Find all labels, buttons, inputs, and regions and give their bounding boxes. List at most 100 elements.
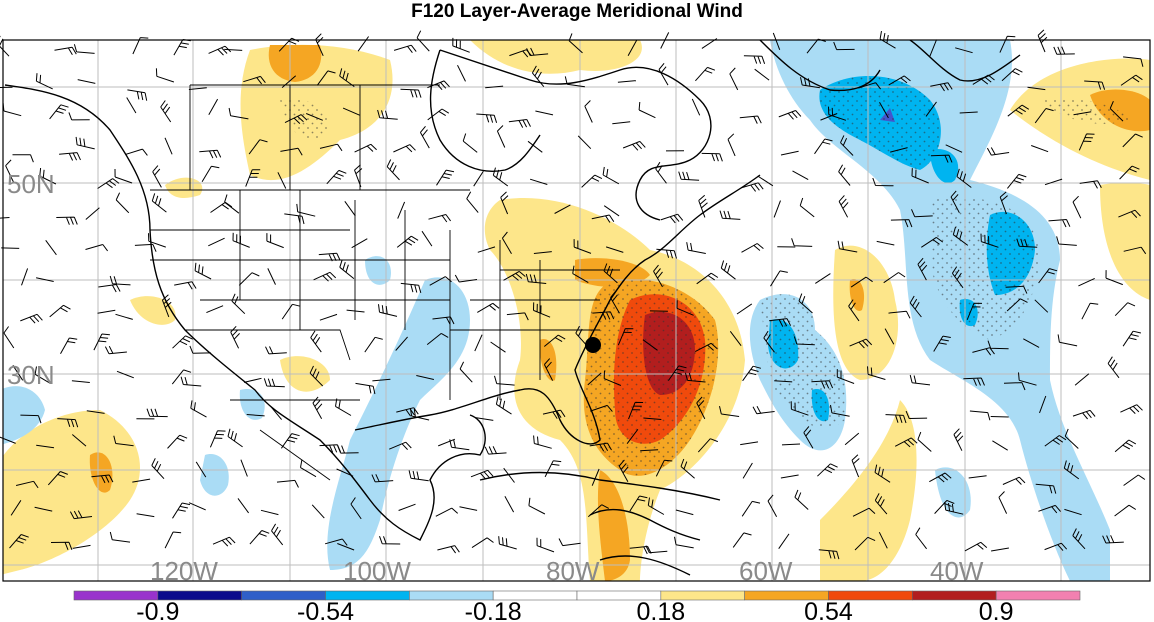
wind-barb — [208, 98, 219, 116]
wind-barb — [1122, 133, 1143, 148]
wind-barb — [581, 174, 603, 188]
wind-barb — [436, 169, 455, 186]
wind-barb — [470, 469, 494, 480]
wind-barb — [698, 194, 708, 218]
colorbar-label: 0.54 — [804, 598, 853, 622]
wind-barb — [1053, 46, 1075, 55]
wind-barb — [73, 44, 95, 54]
wind-barb — [136, 513, 155, 518]
wind-barb — [230, 325, 240, 349]
wind-barb — [1035, 483, 1057, 494]
wind-barb — [1119, 165, 1140, 180]
wind-barb — [605, 246, 624, 253]
wind-barb — [47, 471, 68, 486]
wind-barb — [267, 268, 276, 285]
wind-barb — [969, 410, 991, 421]
lon-label-40w: 40W — [930, 556, 984, 586]
wind-barb — [729, 67, 739, 91]
wind-barb — [1123, 246, 1147, 255]
wind-barb — [21, 268, 29, 286]
wind-barb — [174, 281, 197, 290]
wind-barb — [504, 496, 515, 513]
wind-barb — [930, 82, 953, 92]
wind-barb — [905, 410, 928, 419]
wind-barb — [929, 39, 938, 57]
wind-barb — [1064, 428, 1079, 449]
wind-barb — [852, 507, 876, 517]
wind-barb — [344, 201, 356, 217]
wind-barb — [355, 382, 376, 395]
wind-barb — [148, 233, 166, 248]
wind-barb — [125, 148, 148, 156]
wind-barb — [1039, 395, 1047, 414]
wind-barb — [876, 240, 895, 246]
wind-barb — [874, 493, 888, 515]
wind-barb — [642, 339, 658, 351]
wind-barb — [572, 265, 589, 284]
wind-barb — [115, 192, 130, 214]
wind-barb — [915, 527, 927, 550]
wind-barb — [339, 68, 355, 88]
wind-barb — [313, 271, 337, 282]
wind-barb — [206, 305, 224, 314]
wind-barb — [955, 47, 973, 54]
wind-barb — [280, 433, 300, 449]
wind-barb — [372, 378, 391, 382]
wind-barb — [354, 143, 377, 153]
wind-barb — [848, 299, 860, 322]
colorbar — [73, 590, 1081, 601]
wind-barb — [72, 544, 91, 549]
colorbar-label: -0.18 — [465, 598, 522, 622]
wind-barb — [803, 426, 814, 449]
wind-barb — [814, 138, 833, 155]
wind-barb — [75, 136, 95, 150]
wind-barb — [85, 244, 108, 252]
wind-barb — [739, 115, 762, 124]
wind-barb — [741, 500, 761, 517]
wind-barb — [5, 159, 14, 183]
wind-barb — [427, 80, 450, 91]
wind-barb — [964, 541, 988, 552]
colorbar-label: 0.18 — [636, 598, 685, 622]
wind-barb — [500, 191, 509, 215]
wind-barb — [1078, 277, 1095, 287]
wind-barb — [1120, 74, 1143, 86]
wind-barb — [409, 408, 430, 421]
wind-barb — [628, 401, 644, 420]
wind-barb — [155, 68, 175, 83]
wind-barb — [449, 439, 470, 451]
wind-barb — [342, 107, 360, 116]
wind-barb — [1114, 439, 1137, 453]
wind-barb — [990, 416, 1009, 418]
wind-barb — [554, 204, 571, 214]
wind-barb — [774, 380, 793, 383]
wind-barb — [792, 170, 809, 181]
wind-barb — [36, 444, 55, 449]
wind-barb — [452, 37, 470, 53]
wind-barb — [811, 380, 834, 389]
wind-barb — [732, 532, 752, 548]
wind-barb — [890, 147, 908, 153]
wind-barb — [1064, 508, 1082, 516]
wind-barb — [462, 133, 478, 153]
wind-barb — [1006, 298, 1028, 312]
lon-label-80w: 80W — [546, 556, 600, 586]
political-borders — [150, 84, 620, 481]
wind-barb — [116, 370, 134, 379]
wind-barb — [438, 438, 456, 447]
wind-barb — [752, 405, 775, 415]
wind-barb — [696, 396, 706, 420]
wind-barb — [767, 494, 778, 517]
wind-barb — [212, 536, 236, 547]
wind-barb — [34, 506, 53, 512]
wind-barb — [643, 417, 662, 420]
wind-barb — [224, 48, 243, 51]
wind-barb — [300, 459, 317, 478]
wind-barb — [284, 114, 308, 124]
wind-barb — [490, 341, 506, 353]
wind-barb — [396, 235, 419, 248]
wind-barb — [587, 504, 610, 518]
wind-barb — [592, 311, 615, 320]
wind-barb — [921, 236, 944, 248]
wind-barb — [874, 464, 891, 483]
